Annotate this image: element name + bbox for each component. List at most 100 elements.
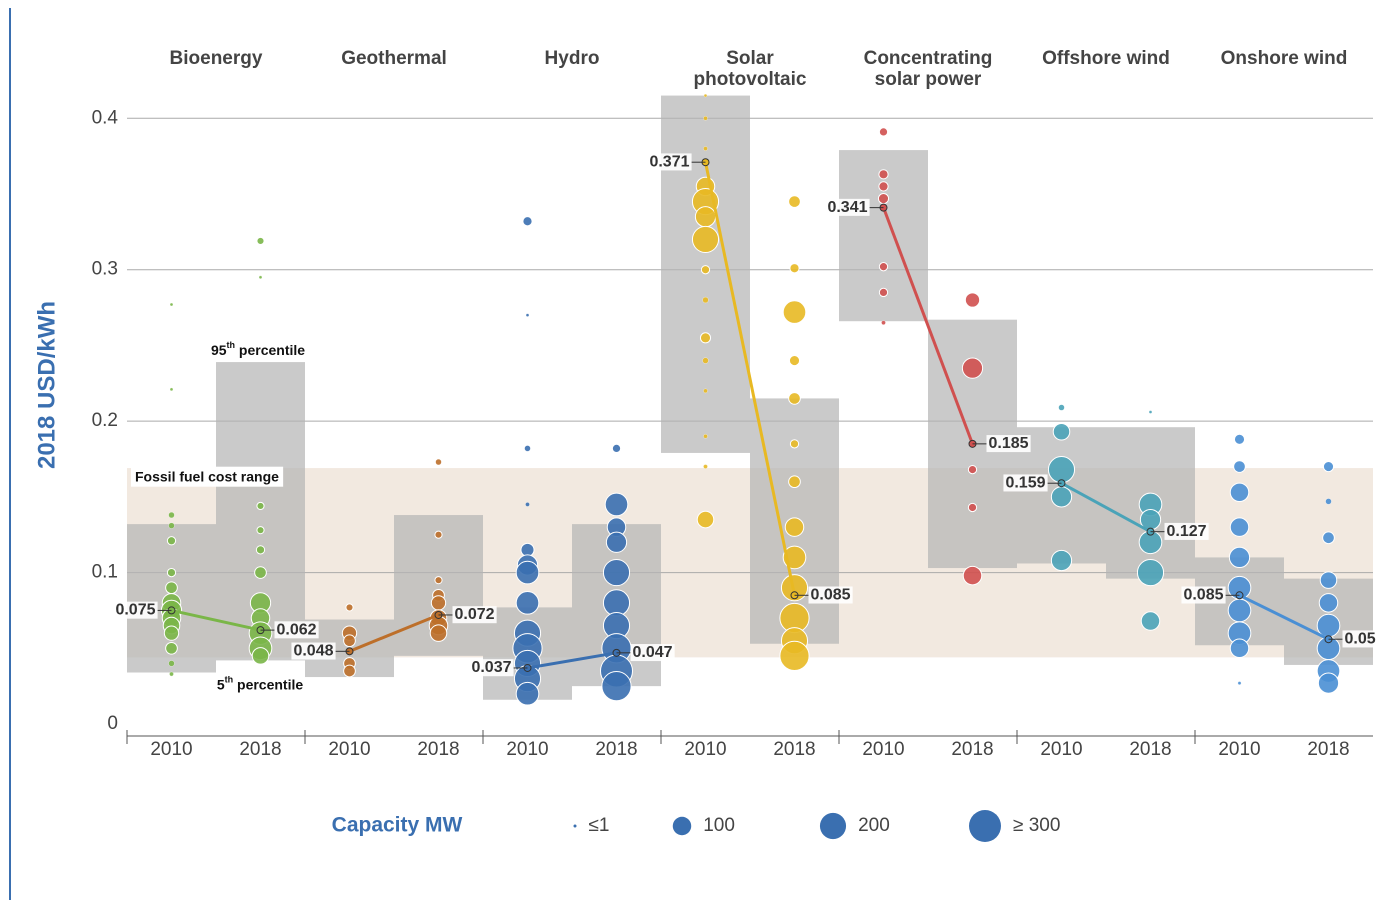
average-label: 0.085 xyxy=(1183,587,1223,604)
note-number: 5 xyxy=(217,676,225,692)
label-bg xyxy=(291,642,336,660)
bubble xyxy=(788,392,801,405)
label-bg xyxy=(1003,474,1048,492)
label-bg xyxy=(469,659,514,677)
bubble xyxy=(881,320,886,325)
y-tick-label: 0.4 xyxy=(92,107,119,128)
bubble xyxy=(256,501,265,511)
x-tick-label: 2018 xyxy=(951,739,993,760)
bubble xyxy=(434,530,443,539)
technology-header: solar power xyxy=(875,69,982,90)
bubble xyxy=(789,439,800,449)
bubble xyxy=(163,625,180,641)
bubble xyxy=(1047,456,1076,484)
bubble xyxy=(165,581,178,595)
label-bg xyxy=(1181,586,1226,604)
bubble xyxy=(434,576,443,585)
bubble xyxy=(964,292,981,308)
average-label: 0.075 xyxy=(115,602,155,619)
technology-header: Hydro xyxy=(545,48,600,69)
average-trend xyxy=(348,613,440,653)
average-label: 0.056 xyxy=(1345,630,1376,647)
average-trend xyxy=(1060,481,1152,534)
label-bg xyxy=(808,586,853,604)
bubble xyxy=(525,313,530,317)
bubble xyxy=(251,647,270,665)
bubble xyxy=(789,263,800,274)
bubble xyxy=(1322,461,1335,473)
bubble xyxy=(779,640,810,671)
note-suffix: th xyxy=(225,675,234,685)
bubble xyxy=(703,116,708,121)
legend-label: ≤1 xyxy=(589,815,610,836)
average-trend xyxy=(882,207,974,445)
x-tick-label: 2010 xyxy=(328,739,370,760)
bubble xyxy=(696,510,715,529)
bubble xyxy=(1322,531,1335,545)
technology-header: Concentrating xyxy=(864,48,993,69)
bubble xyxy=(1317,672,1340,694)
bubble xyxy=(788,195,801,208)
legend-bubble xyxy=(573,824,577,828)
bubble xyxy=(1148,410,1153,414)
bubble xyxy=(1052,422,1071,441)
bubble xyxy=(1325,498,1332,505)
bubble xyxy=(1136,559,1165,587)
bubble xyxy=(877,192,890,205)
x-tick-label: 2010 xyxy=(150,739,192,760)
bubble xyxy=(702,296,709,304)
bubble xyxy=(515,560,540,585)
label-bg xyxy=(825,198,870,216)
bubble xyxy=(166,536,177,546)
bubble xyxy=(1228,546,1251,569)
bubble xyxy=(435,458,442,466)
average-label: 0.341 xyxy=(827,199,867,216)
bubble xyxy=(702,357,709,364)
label-bg xyxy=(131,466,284,487)
legend-label: 200 xyxy=(858,815,890,836)
percentile-note: 95th percentile xyxy=(211,340,305,357)
bubble xyxy=(524,445,531,452)
bubble xyxy=(429,624,448,642)
average-trend xyxy=(527,651,617,670)
bubble xyxy=(345,603,354,612)
bubble xyxy=(1237,681,1242,685)
bubble xyxy=(878,262,889,272)
bubble xyxy=(168,522,175,529)
bubble xyxy=(703,434,708,439)
bubble xyxy=(601,671,632,702)
x-tick-label: 2018 xyxy=(239,739,281,760)
bubble xyxy=(525,502,530,507)
bubble xyxy=(780,574,809,602)
x-tick-label: 2018 xyxy=(417,739,459,760)
bubble xyxy=(256,236,265,246)
average-label: 0.072 xyxy=(455,606,495,623)
x-tick-label: 2010 xyxy=(1040,739,1082,760)
label-bg xyxy=(274,621,319,639)
legend-label: ≥ 300 xyxy=(1013,815,1060,836)
bubble xyxy=(168,660,175,667)
bubble xyxy=(605,531,628,553)
fossil-range-label: Fossil fuel cost range xyxy=(135,469,279,485)
bubble xyxy=(611,443,622,454)
bubble xyxy=(700,265,711,275)
percentile-note: 5th percentile xyxy=(217,675,304,692)
x-tick-label: 2010 xyxy=(1218,739,1260,760)
bubble xyxy=(1050,549,1073,572)
legend-bubble xyxy=(969,810,1001,842)
bubble xyxy=(694,206,717,228)
label-bg xyxy=(1164,522,1209,540)
note-suffix: th xyxy=(227,340,236,350)
bubble xyxy=(1229,638,1250,659)
bubble xyxy=(878,287,889,298)
bubble xyxy=(169,671,174,677)
y-tick-label: 0.3 xyxy=(92,259,118,280)
average-label: 0.062 xyxy=(277,621,317,638)
bubble xyxy=(967,464,978,475)
bubble xyxy=(256,526,265,535)
bubble xyxy=(168,511,175,519)
x-tick-label: 2010 xyxy=(506,739,548,760)
bubble xyxy=(961,357,984,379)
bubble xyxy=(878,169,889,180)
